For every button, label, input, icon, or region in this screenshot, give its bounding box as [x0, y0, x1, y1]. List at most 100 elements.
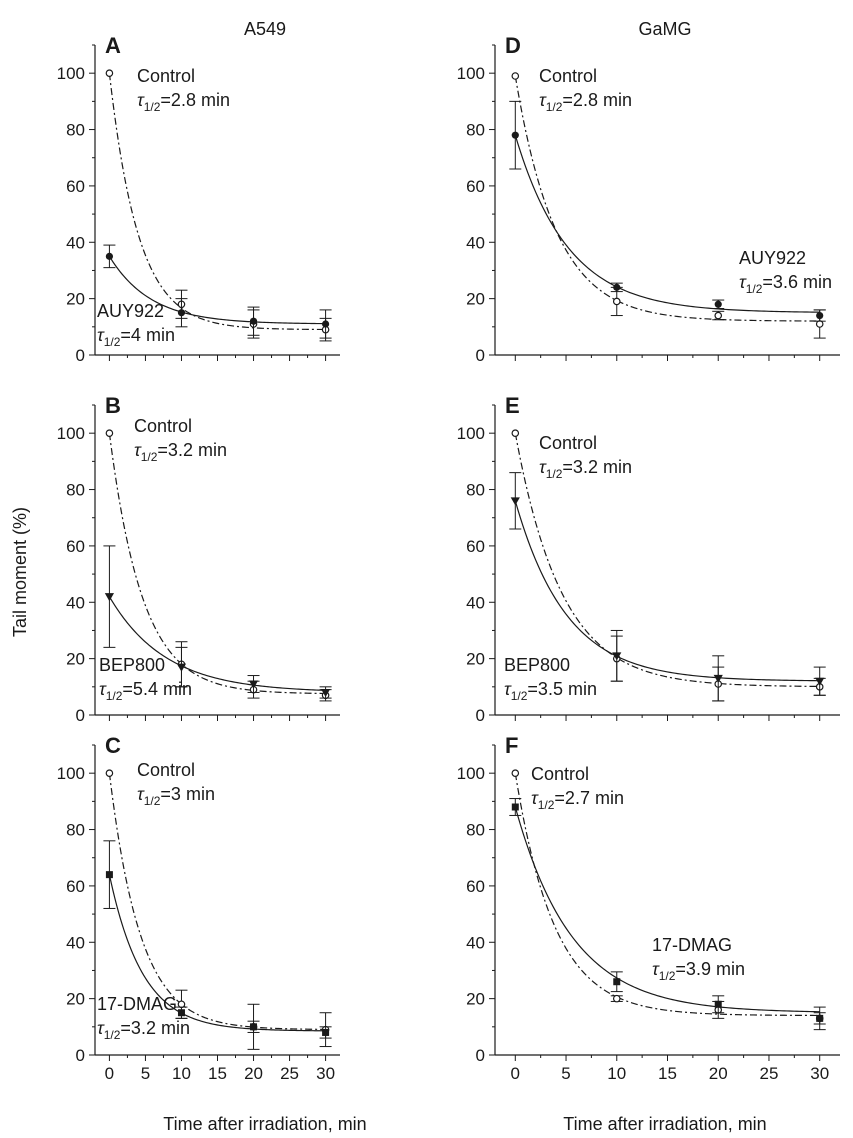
fit-curve [514, 806, 820, 1013]
series-bep800: BEP800 τ1/2=5.4 min [99, 545, 332, 703]
x-axis-label-right: Time after irradiation, min [563, 1114, 766, 1134]
data-point [322, 1028, 330, 1036]
y-tick-label: 60 [66, 877, 85, 896]
data-point [714, 300, 722, 308]
fit-curve [108, 874, 326, 1032]
panel-f: 0 20 40 60 80 100 0 5 10 15 20 25 30 F Control τ1/2=2.7… [457, 733, 840, 1083]
data-point [714, 1000, 722, 1008]
x-tick-label: 15 [658, 1064, 677, 1083]
series-auy922: AUY922 τ1/2=3.6 min [509, 100, 832, 322]
y-tick-label: 80 [466, 821, 485, 840]
half-life-label: τ1/2=5.4 min [99, 679, 192, 703]
half-life-label: τ1/2=2.7 min [531, 788, 624, 812]
y-tick-label: 20 [466, 290, 485, 309]
x-tick-label: 10 [607, 1064, 626, 1083]
data-point [612, 297, 621, 306]
y-tick-label: 0 [476, 1046, 485, 1065]
y-tick-label: 40 [66, 593, 85, 612]
y-tick-label: 60 [466, 537, 485, 556]
x-tick-label: 20 [244, 1064, 263, 1083]
fit-curve [514, 135, 820, 313]
data-point [176, 663, 187, 672]
data-point [249, 317, 258, 325]
y-tick-label: 40 [466, 933, 485, 952]
data-point [105, 69, 114, 77]
data-point [105, 769, 114, 777]
panel-letter: D [505, 33, 521, 58]
x-axis-label-left: Time after irradiation, min [163, 1114, 366, 1134]
y-tick-label: 20 [466, 990, 485, 1009]
panel-b: 0 20 40 60 80 100 B Control τ1/2=3.2 min BEP800 τ1… [57, 393, 340, 725]
y-tick-label: 40 [466, 233, 485, 252]
half-life-label: τ1/2=3.2 min [539, 457, 632, 481]
y-tick-label: 0 [76, 706, 85, 725]
y-tick-label: 0 [476, 346, 485, 365]
data-point [511, 429, 520, 437]
y-tick-label: 40 [66, 233, 85, 252]
fit-curve [108, 73, 326, 331]
data-point [105, 252, 114, 260]
data-point [105, 429, 114, 437]
y-tick-label: 20 [66, 650, 85, 669]
series-control: Control τ1/2=3.2 min [511, 429, 826, 702]
series-control: Control τ1/2=3.2 min [105, 416, 332, 702]
half-life-label: τ1/2=4 min [97, 325, 175, 349]
series-control: Control τ1/2=2.8 min [105, 66, 332, 342]
data-point [104, 593, 115, 602]
series-label: Control [539, 433, 597, 453]
x-tick-label: 5 [141, 1064, 150, 1083]
data-point [320, 689, 331, 698]
data-point [714, 311, 723, 320]
data-point [816, 311, 824, 320]
y-tick-label: 80 [66, 821, 85, 840]
data-point [511, 131, 519, 139]
series-label: AUY922 [739, 248, 806, 268]
data-point [511, 72, 520, 80]
data-point [177, 1000, 186, 1009]
y-tick-label: 100 [57, 764, 85, 783]
data-point [613, 283, 621, 291]
half-life-label: τ1/2=3.2 min [97, 1018, 190, 1042]
y-tick-label: 60 [66, 537, 85, 556]
data-point [177, 309, 186, 317]
fit-curve [514, 773, 820, 1017]
x-tick-label: 30 [316, 1064, 335, 1083]
x-tick-label: 25 [280, 1064, 299, 1083]
series-label: 17-DMAG [97, 994, 177, 1014]
y-tick-label: 100 [57, 64, 85, 83]
data-point [511, 803, 519, 811]
half-life-label: τ1/2=3.6 min [739, 272, 832, 296]
series-label: AUY922 [97, 301, 164, 321]
half-life-label: τ1/2=3 min [137, 784, 215, 808]
series-label: BEP800 [504, 655, 570, 675]
series-label: 17-DMAG [652, 935, 732, 955]
half-life-label: τ1/2=3.5 min [504, 679, 597, 703]
panel-letter: F [505, 733, 518, 758]
x-tick-label: 15 [208, 1064, 227, 1083]
panel-letter: B [105, 393, 121, 418]
y-tick-label: 100 [457, 64, 485, 83]
y-tick-label: 0 [76, 346, 85, 365]
panel-letter: E [505, 393, 520, 418]
data-point [248, 680, 259, 689]
series-control: Control τ1/2=2.7 min [511, 764, 826, 1025]
data-point [511, 769, 520, 777]
y-tick-label: 100 [457, 764, 485, 783]
series-bep800: BEP800 τ1/2=3.5 min [504, 472, 826, 703]
fit-curve [514, 75, 820, 322]
data-point [105, 871, 113, 879]
series-label: Control [137, 66, 195, 86]
y-tick-label: 80 [66, 121, 85, 140]
y-tick-label: 0 [476, 706, 485, 725]
series-17-dmag: 17-DMAG τ1/2=3.2 min [97, 840, 332, 1042]
y-tick-label: 100 [457, 424, 485, 443]
data-point [250, 1023, 258, 1031]
y-tick-label: 40 [466, 593, 485, 612]
fit-curve [514, 433, 820, 688]
data-point [713, 674, 723, 683]
y-tick-label: 60 [466, 877, 485, 896]
y-tick-label: 80 [466, 481, 485, 500]
series-label: BEP800 [99, 655, 165, 675]
